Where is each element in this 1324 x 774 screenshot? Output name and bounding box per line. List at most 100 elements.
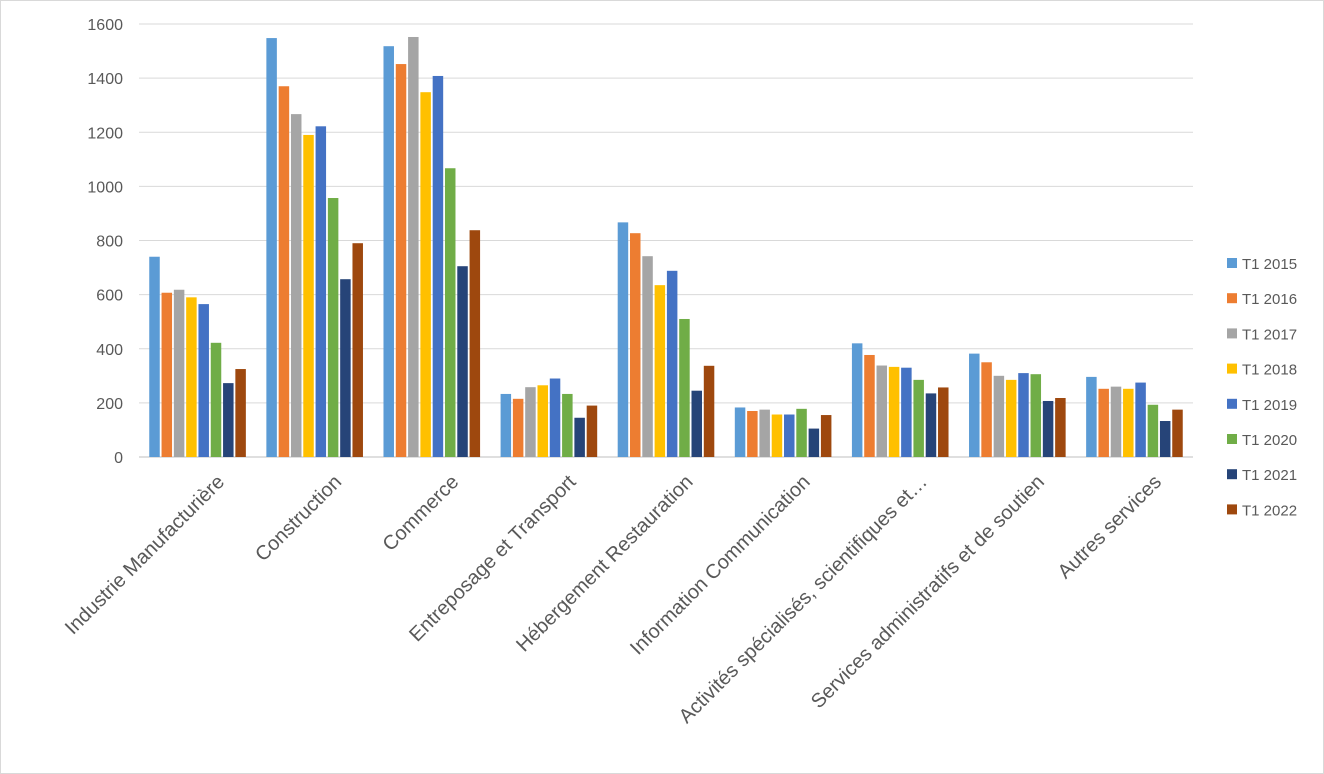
legend-label: T1 2016 <box>1242 291 1297 308</box>
bar <box>198 304 209 457</box>
legend-label: T1 2020 <box>1242 432 1297 449</box>
legend-label: T1 2019 <box>1242 397 1297 414</box>
bar <box>771 414 783 457</box>
bar <box>562 393 573 457</box>
y-tick-label: 800 <box>96 234 123 251</box>
legend-swatch <box>1227 504 1237 515</box>
bar <box>654 285 666 457</box>
bar <box>1055 398 1066 457</box>
x-tick-label: Activités spécialisés, scientifiques et… <box>675 471 932 728</box>
bar <box>1098 388 1109 457</box>
bar <box>1110 386 1122 457</box>
bar <box>1159 421 1171 457</box>
x-tick-label: Autres services <box>1054 471 1166 583</box>
bars <box>149 36 1183 458</box>
bar <box>173 289 185 457</box>
bar <box>395 64 407 458</box>
bar <box>679 318 690 457</box>
bar <box>1018 373 1029 457</box>
legend-swatch <box>1227 469 1237 480</box>
bar <box>617 222 629 457</box>
bar <box>303 134 314 458</box>
bar <box>734 407 746 457</box>
bar <box>981 362 992 457</box>
x-tick-label: Services administratifs et de soutien <box>807 471 1049 713</box>
y-tick-label: 0 <box>114 450 123 467</box>
bar <box>796 408 807 457</box>
bar <box>235 369 246 457</box>
bar <box>420 92 431 457</box>
bar <box>340 279 351 457</box>
bar <box>210 342 222 457</box>
bar <box>938 387 949 457</box>
bar <box>808 428 820 457</box>
bar <box>383 46 394 457</box>
bar <box>1135 382 1146 457</box>
legend-swatch <box>1227 398 1237 409</box>
legend-label: T1 2022 <box>1242 502 1297 519</box>
bar <box>759 409 770 457</box>
bar <box>457 266 468 457</box>
bar <box>925 393 937 457</box>
y-tick-label: 1200 <box>87 125 123 142</box>
bar <box>574 417 585 457</box>
y-tick-label: 400 <box>96 342 123 359</box>
bar <box>186 297 197 457</box>
gridlines <box>139 23 1193 458</box>
bar <box>747 410 758 457</box>
bar <box>290 114 302 457</box>
bar <box>969 353 980 457</box>
bar <box>549 378 561 457</box>
y-tick-label: 1400 <box>87 71 123 88</box>
bar <box>864 354 875 457</box>
bar <box>408 36 419 458</box>
bar <box>851 343 863 457</box>
x-tick-label: Industrie Manufacturière <box>61 471 229 639</box>
bar <box>586 405 598 457</box>
legend-swatch <box>1227 293 1237 304</box>
bar <box>901 367 912 457</box>
bar <box>1030 374 1042 457</box>
bar <box>1123 388 1134 457</box>
x-axis: Industrie Manufacturière Construction Comm… <box>61 471 1166 728</box>
y-tick-label: 200 <box>96 396 123 413</box>
y-tick-label: 600 <box>96 288 123 305</box>
bar <box>820 415 832 457</box>
y-tick-label: 1600 <box>87 17 123 34</box>
bar <box>888 366 900 457</box>
bar <box>1042 400 1054 457</box>
legend-label: T1 2017 <box>1242 326 1297 343</box>
legend: T1 2015 T1 2016 T1 2017 T1 2018 T1 2019 T1 20… <box>1227 256 1297 519</box>
bar <box>1005 379 1017 457</box>
bar <box>691 390 702 457</box>
bar <box>1147 404 1159 457</box>
bar <box>784 414 795 457</box>
bar <box>642 256 653 457</box>
legend-label: T1 2018 <box>1242 362 1297 379</box>
y-tick-label: 1000 <box>87 179 123 196</box>
bar <box>913 379 924 457</box>
bar <box>537 385 548 457</box>
bar <box>703 365 715 457</box>
bar <box>1086 376 1097 457</box>
legend-label: T1 2015 <box>1242 256 1297 273</box>
bar <box>161 292 173 457</box>
legend-swatch <box>1227 258 1237 268</box>
legend-swatch <box>1227 434 1237 444</box>
bar <box>315 126 327 457</box>
bar <box>525 387 536 457</box>
bar <box>993 375 1005 457</box>
y-axis: 0 200 400 600 800 1000 1200 1400 1600 <box>87 17 123 467</box>
bar <box>469 230 481 457</box>
bar <box>432 75 444 458</box>
legend-swatch <box>1227 328 1237 339</box>
bar <box>278 86 290 458</box>
bar <box>327 198 339 457</box>
bar <box>223 383 234 457</box>
x-tick-label: Construction <box>251 471 346 566</box>
bar <box>500 393 512 457</box>
bar <box>444 168 456 458</box>
bar <box>149 256 160 457</box>
bar <box>876 365 888 457</box>
